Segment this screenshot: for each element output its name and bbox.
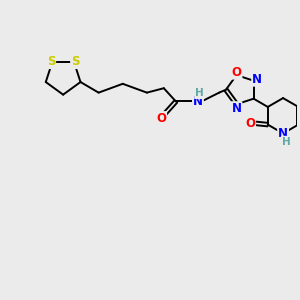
Text: N: N — [252, 73, 262, 86]
Text: N: N — [193, 95, 203, 108]
Text: N: N — [232, 102, 242, 115]
Text: S: S — [71, 55, 80, 68]
Text: H: H — [282, 137, 290, 147]
Text: O: O — [245, 117, 255, 130]
Text: S: S — [47, 55, 55, 68]
Text: H: H — [195, 88, 204, 98]
Text: O: O — [232, 66, 242, 79]
Text: O: O — [156, 112, 166, 125]
Text: N: N — [278, 127, 288, 140]
